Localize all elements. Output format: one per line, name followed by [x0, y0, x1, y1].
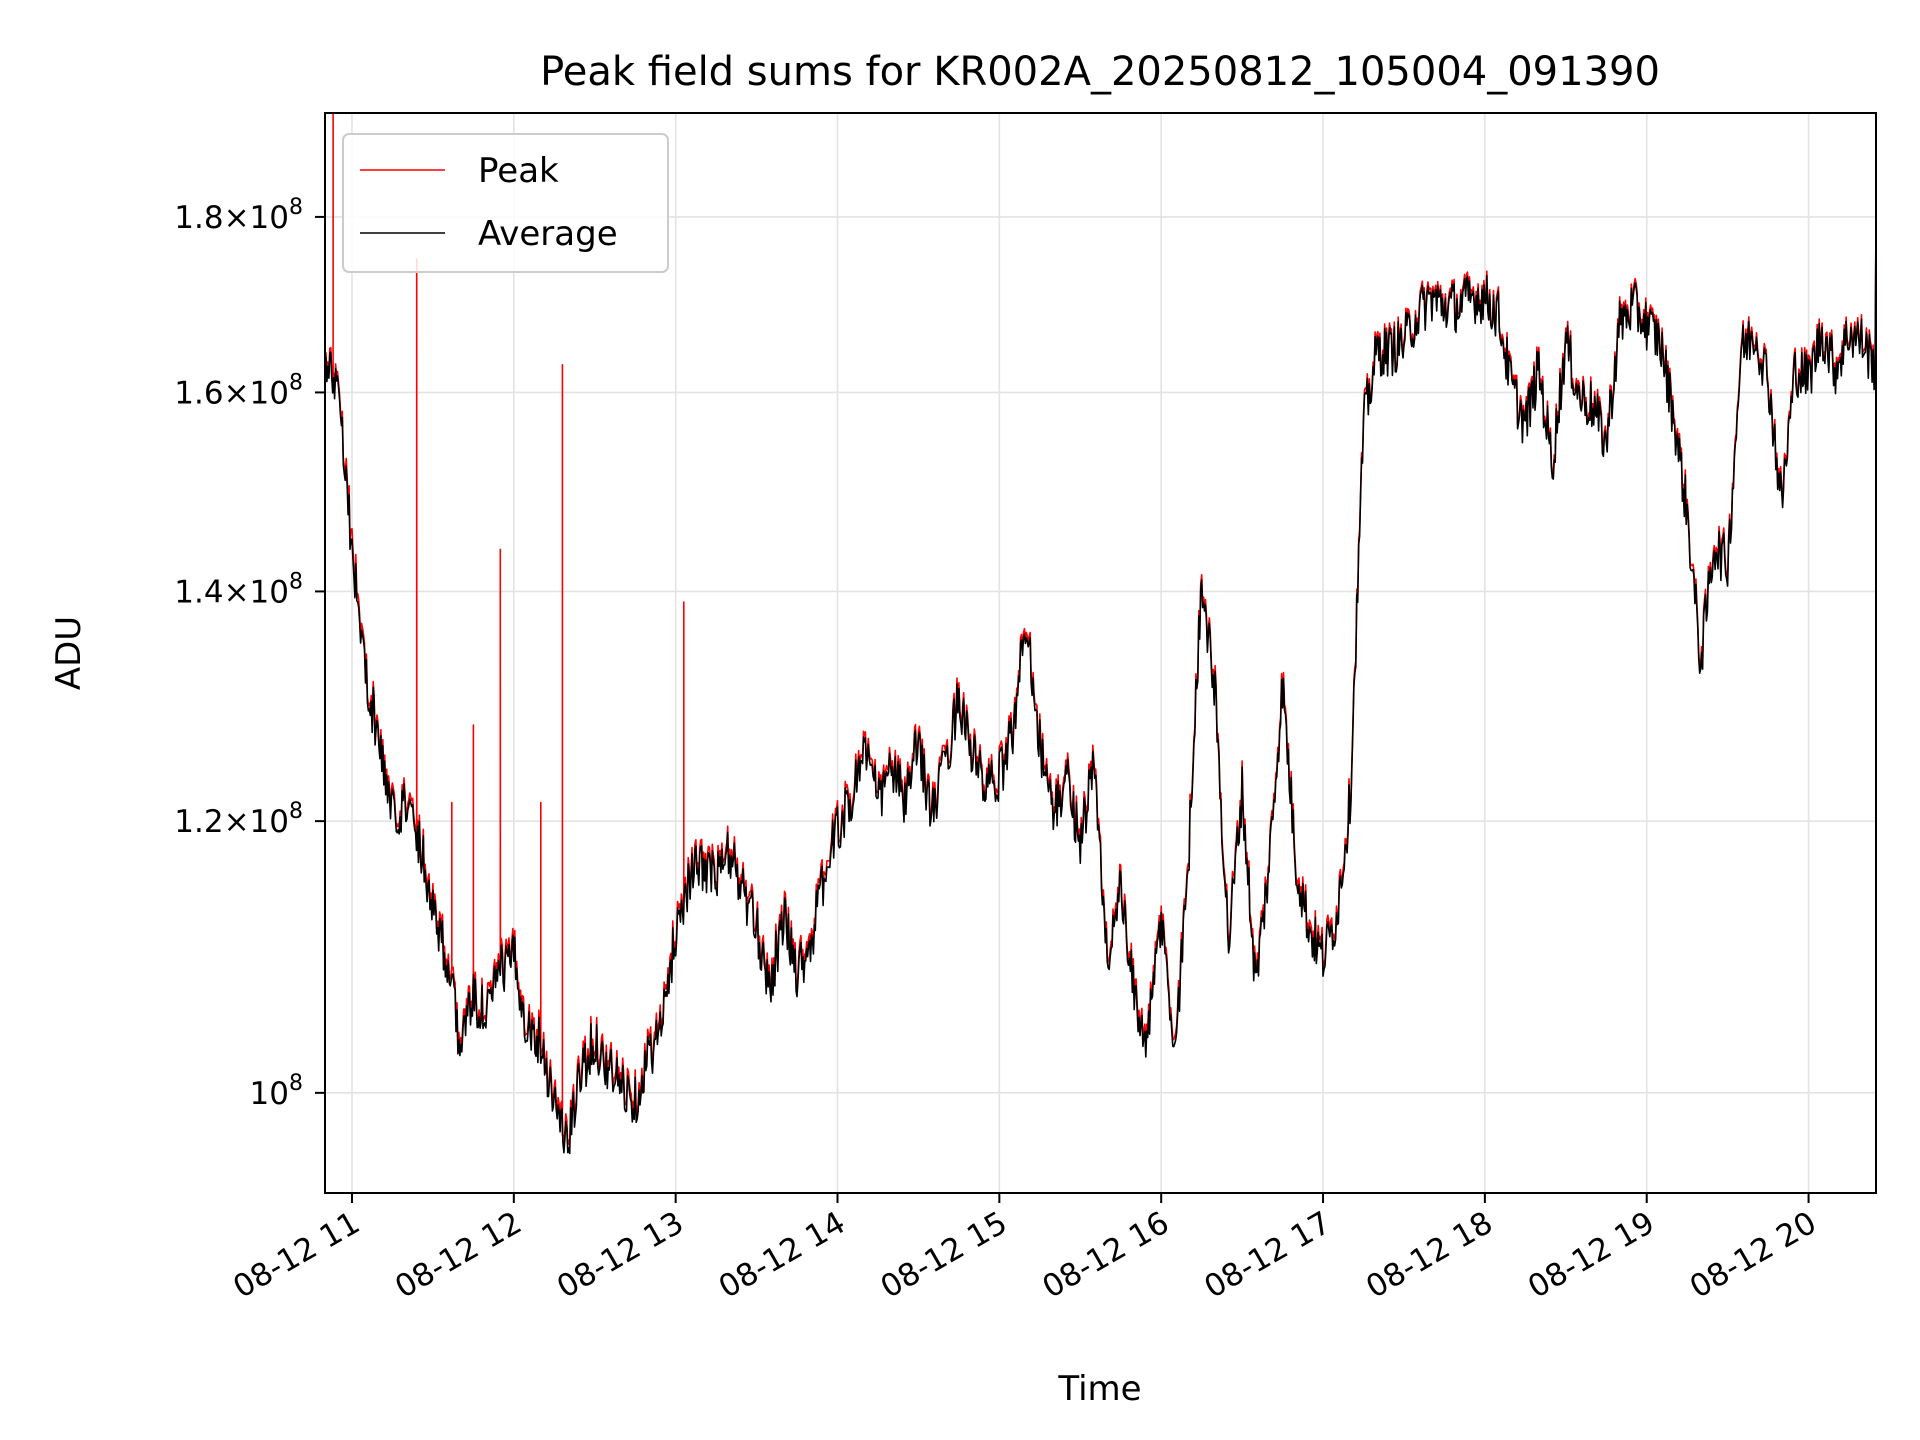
- series-line-average: [325, 221, 1876, 1155]
- chart-title: Peak field sums for KR002A_20250812_1050…: [540, 49, 1660, 95]
- y-tick-mantissa: 1.6: [174, 375, 223, 411]
- y-tick-label: 108: [250, 1071, 303, 1112]
- y-tick-base: 10: [250, 804, 289, 840]
- legend: Peak Average: [342, 133, 669, 273]
- y-tick-exponent: 8: [289, 799, 303, 824]
- y-tick-exponent: 8: [289, 569, 303, 594]
- y-tick-base: 10: [250, 200, 289, 236]
- legend-frame: [342, 133, 669, 273]
- y-tick-exponent: 8: [289, 195, 303, 220]
- y-tick-times: ×: [224, 200, 250, 236]
- y-tick-label: 1.8×108: [174, 195, 303, 236]
- y-tick-label: 1.6×108: [174, 370, 303, 411]
- plot-area: [325, 113, 1876, 1155]
- series-layer: [325, 113, 1876, 1155]
- x-axis-label: Time: [1057, 1369, 1141, 1409]
- y-tick-base: 10: [250, 574, 289, 610]
- y-tick-times: ×: [224, 375, 250, 411]
- y-tick-mantissa: 1.8: [174, 200, 223, 236]
- y-tick-exponent: 8: [289, 370, 303, 395]
- y-tick-base: 10: [250, 375, 289, 411]
- y-axis-label: ADU: [49, 616, 89, 690]
- legend-label-average: Average: [478, 214, 618, 254]
- plot-frame: [324, 112, 1877, 1194]
- y-tick-mantissa: 1.4: [174, 574, 223, 610]
- y-tick-times: ×: [224, 574, 250, 610]
- y-tick-exponent: 8: [289, 1071, 303, 1096]
- legend-label-peak: Peak: [478, 151, 559, 191]
- y-tick-mantissa: 1.2: [174, 804, 223, 840]
- y-tick-times: ×: [224, 804, 250, 840]
- y-tick-label: 1.2×108: [174, 799, 303, 840]
- y-tick-base: 10: [250, 1076, 289, 1112]
- y-tick-label: 1.4×108: [174, 569, 303, 610]
